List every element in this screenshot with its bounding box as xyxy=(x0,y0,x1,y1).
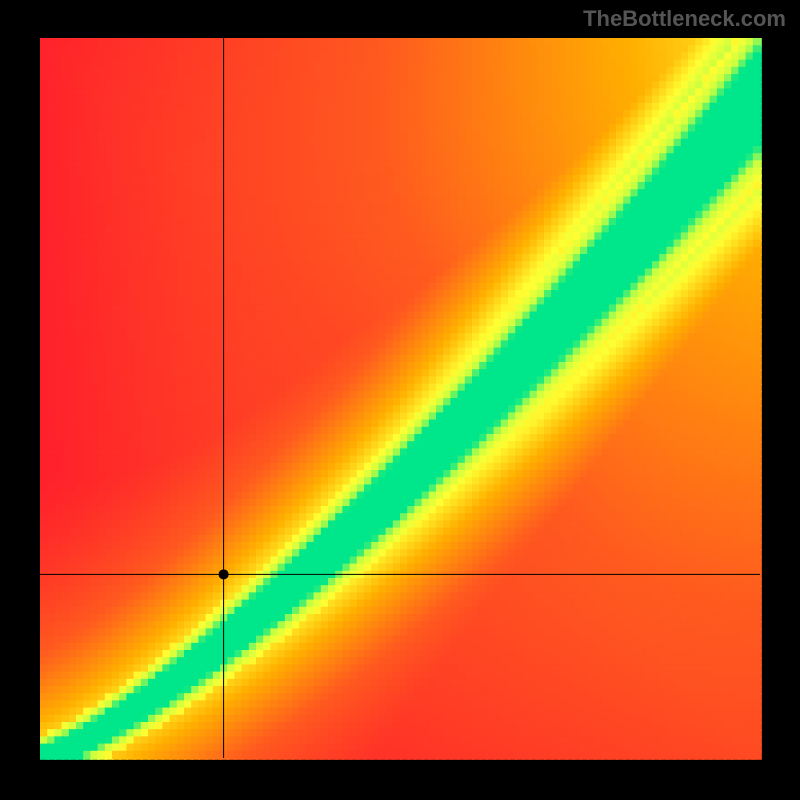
chart-container: TheBottleneck.com xyxy=(0,0,800,800)
watermark-label: TheBottleneck.com xyxy=(583,6,786,32)
bottleneck-heatmap-canvas xyxy=(0,0,800,800)
